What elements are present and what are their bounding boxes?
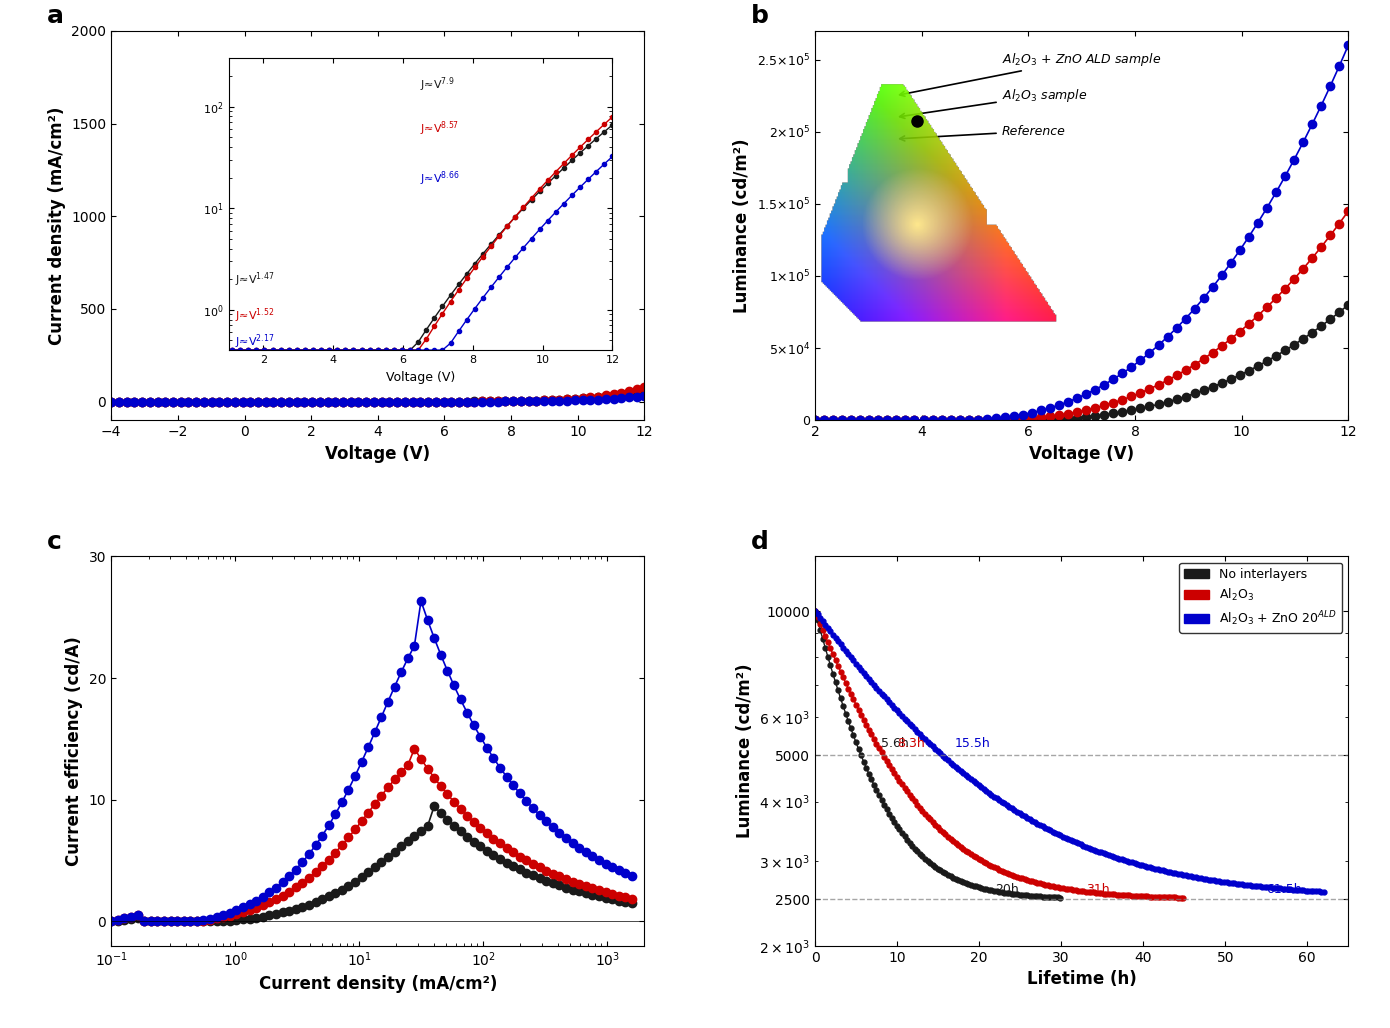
Text: d: d xyxy=(751,529,769,554)
Y-axis label: Luminance (cd/m²): Luminance (cd/m²) xyxy=(734,138,752,313)
Y-axis label: Luminance (cd/m²): Luminance (cd/m²) xyxy=(735,664,753,839)
Text: a: a xyxy=(47,4,64,28)
Text: c: c xyxy=(47,529,63,554)
Text: 15.5h: 15.5h xyxy=(955,737,990,750)
Text: 5.6h: 5.6h xyxy=(881,737,909,750)
Y-axis label: Current efficiency (cd/A): Current efficiency (cd/A) xyxy=(65,636,83,866)
Text: 61.5h: 61.5h xyxy=(1266,883,1302,895)
Text: Al$_2$O$_3$ + ZnO ALD sample: Al$_2$O$_3$ + ZnO ALD sample xyxy=(899,50,1161,97)
Text: 8.3h: 8.3h xyxy=(897,737,924,750)
Text: 20h: 20h xyxy=(995,883,1019,895)
X-axis label: Current density (mA/cm²): Current density (mA/cm²) xyxy=(259,975,498,993)
X-axis label: Lifetime (h): Lifetime (h) xyxy=(1027,970,1137,988)
Text: Reference: Reference xyxy=(899,124,1066,141)
X-axis label: Voltage (V): Voltage (V) xyxy=(325,444,431,463)
Text: Al$_2$O$_3$ sample: Al$_2$O$_3$ sample xyxy=(899,86,1087,118)
X-axis label: Voltage (V): Voltage (V) xyxy=(1029,444,1134,463)
Text: b: b xyxy=(751,4,769,28)
Y-axis label: Current density (mA/cm²): Current density (mA/cm²) xyxy=(47,106,65,344)
Legend: No interlayers, Al$_2$O$_3$, Al$_2$O$_3$ + ZnO 20$^{ALD}$: No interlayers, Al$_2$O$_3$, Al$_2$O$_3$… xyxy=(1179,562,1343,633)
Text: 31h: 31h xyxy=(1086,883,1109,895)
